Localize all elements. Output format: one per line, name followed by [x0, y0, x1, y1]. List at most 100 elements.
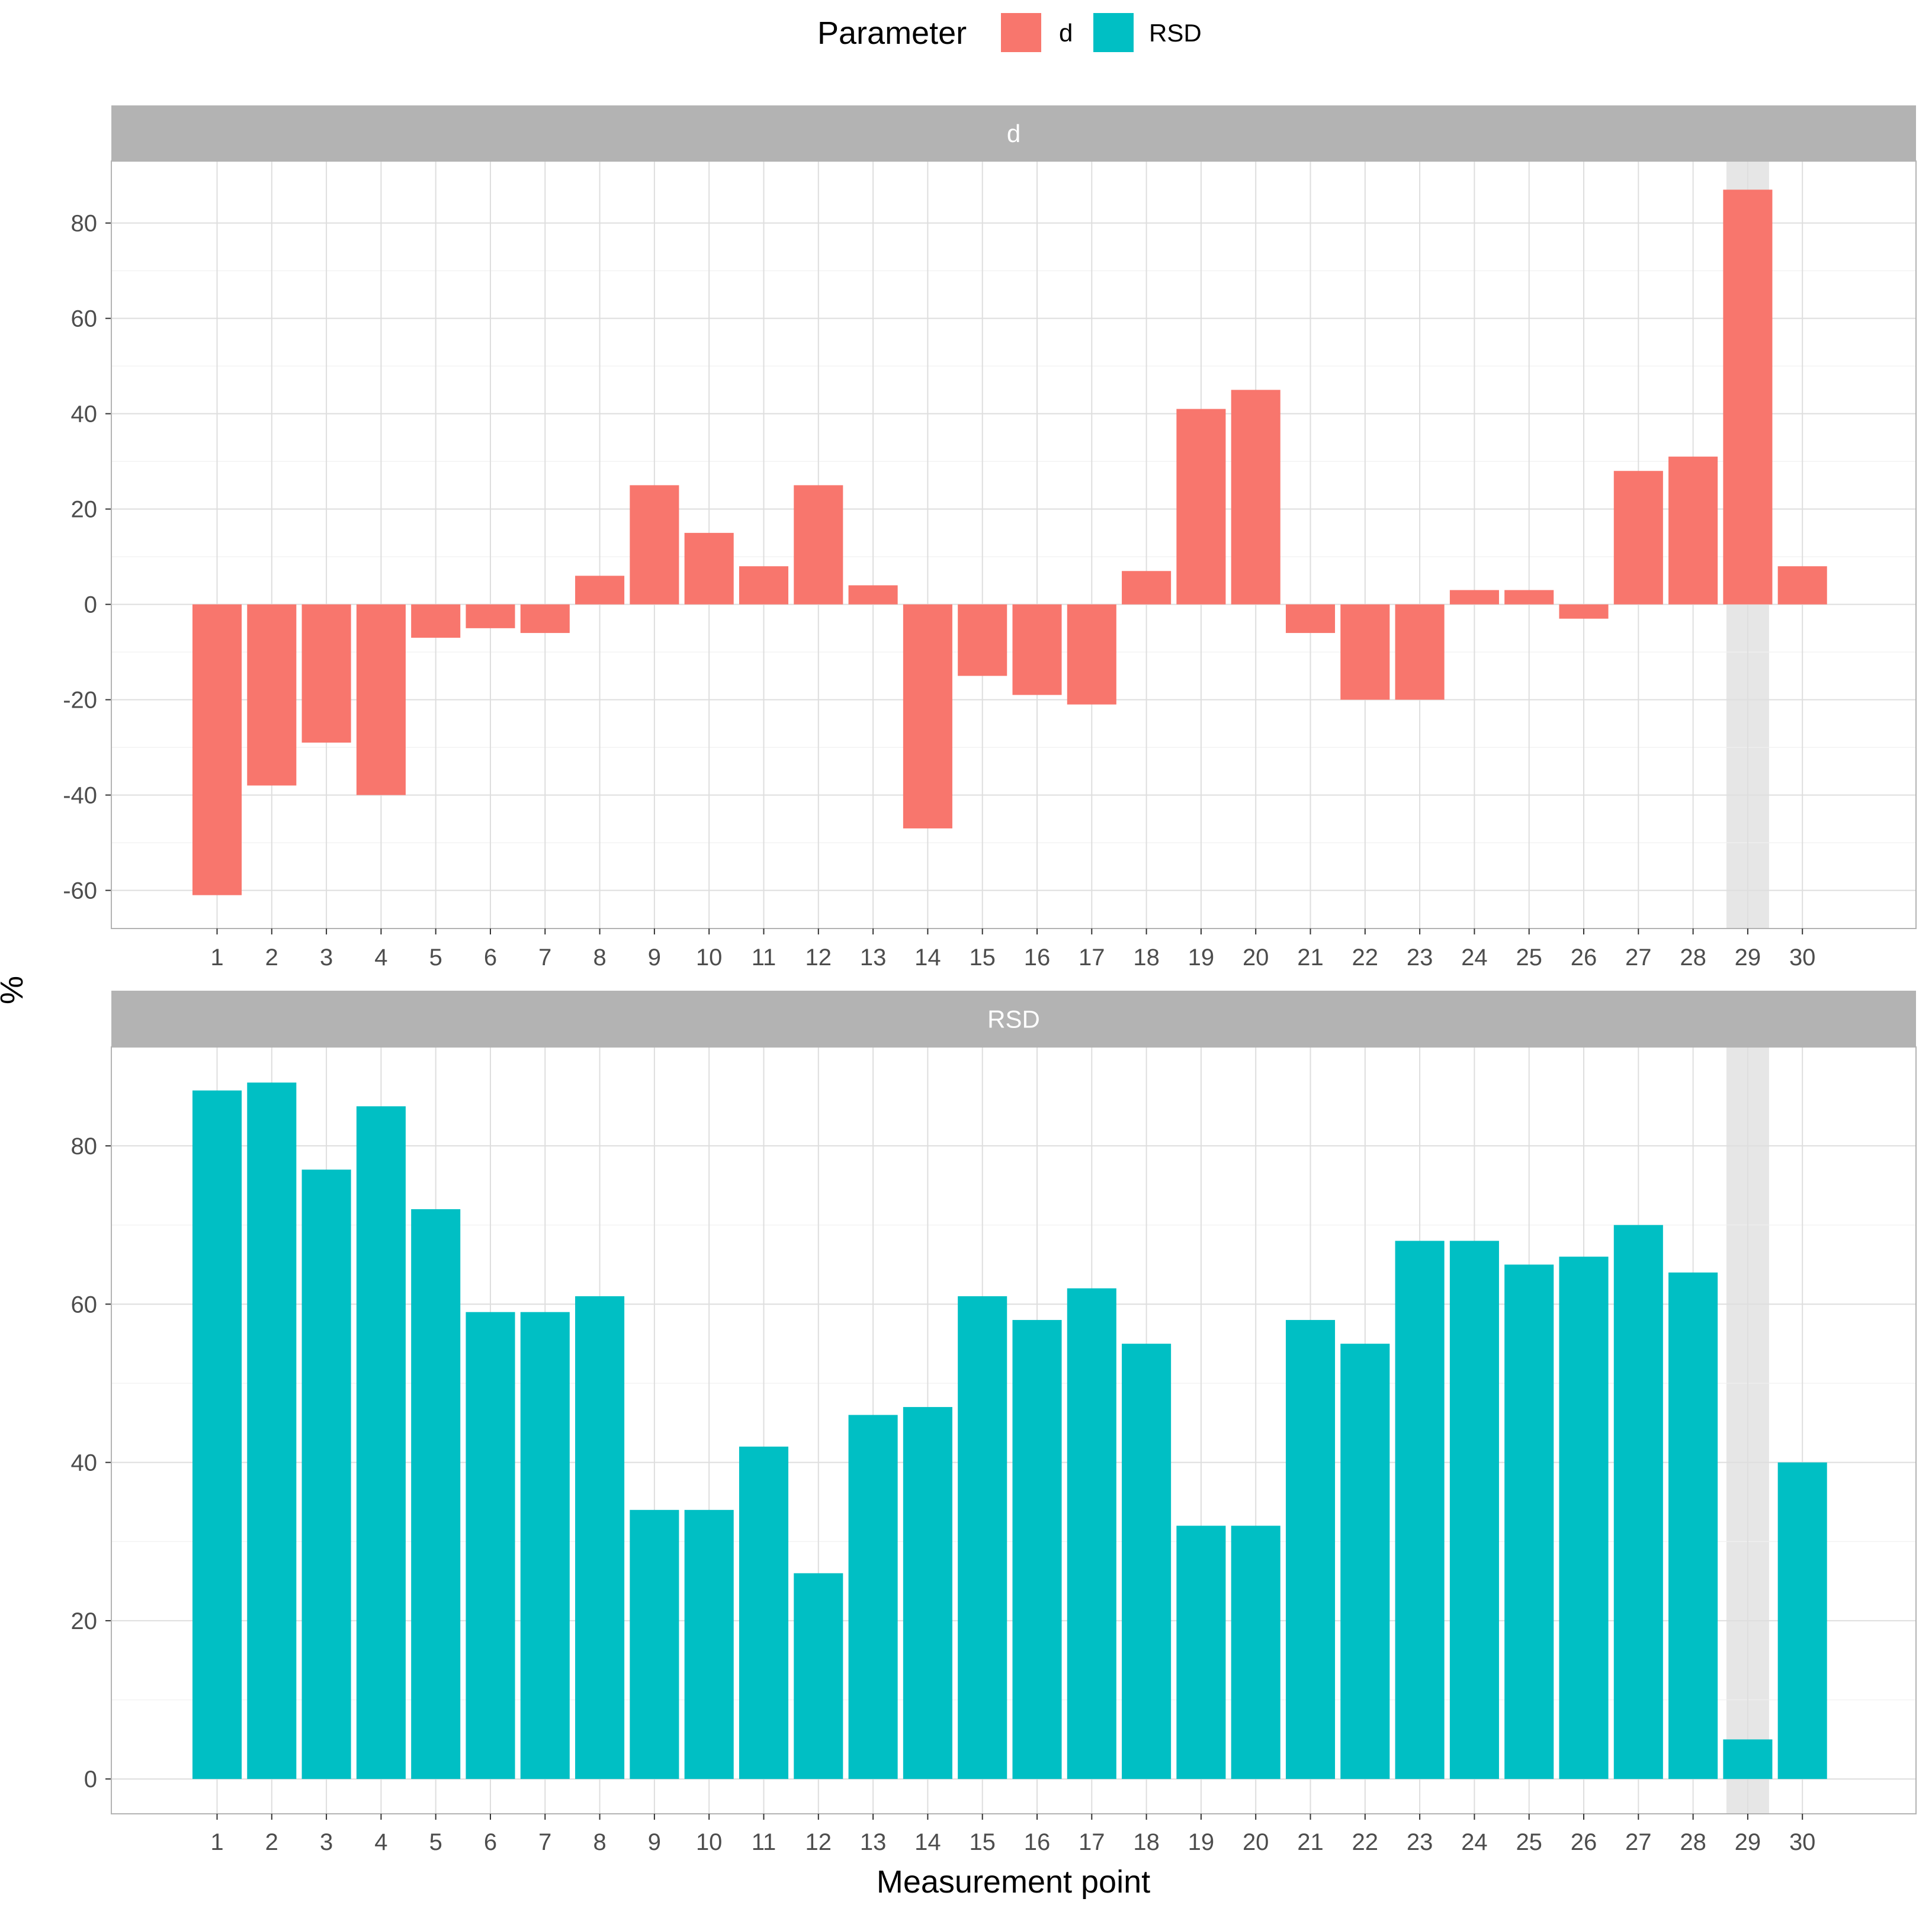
bar-d-21 [1285, 604, 1336, 633]
x-tick-label: 7 [538, 945, 551, 971]
x-tick-label: 24 [1461, 945, 1488, 971]
bar-rsd-25 [1504, 1264, 1554, 1779]
x-tick-label: 30 [1789, 945, 1816, 971]
bar-rsd-24 [1449, 1241, 1499, 1779]
panel-border [111, 1046, 1917, 1814]
x-tick-label: 10 [696, 1829, 723, 1855]
x-tick-label: 25 [1516, 1829, 1542, 1855]
bar-d-16 [1012, 604, 1062, 695]
legend-key-rsd [1093, 13, 1134, 52]
x-tick-label: 9 [648, 1829, 661, 1855]
bar-d-4 [356, 604, 406, 795]
x-tick-label: 2 [265, 1829, 278, 1855]
bar-d-5 [411, 604, 461, 638]
legend-label-rsd: RSD [1149, 19, 1202, 47]
bar-d-10 [684, 532, 734, 605]
y-tick-label: -20 [63, 688, 97, 714]
x-tick-label: 20 [1243, 1829, 1269, 1855]
x-tick-label: 27 [1625, 1829, 1652, 1855]
panel-border [111, 160, 1917, 929]
bar-d-26 [1559, 604, 1609, 619]
bar-d-14 [903, 604, 952, 828]
bar-d-6 [466, 604, 515, 628]
x-tick-label: 28 [1680, 1829, 1706, 1855]
x-tick-label: 13 [860, 1829, 887, 1855]
x-tick-label: 5 [429, 945, 442, 971]
bar-rsd-28 [1668, 1272, 1718, 1779]
x-tick-label: 14 [914, 945, 941, 971]
bar-d-17 [1067, 604, 1116, 705]
bar-d-18 [1122, 571, 1172, 605]
x-tick-label: 1 [210, 945, 223, 971]
bar-rsd-21 [1285, 1320, 1336, 1779]
bar-d-3 [301, 604, 351, 743]
y-tick-label: 80 [71, 211, 98, 237]
x-tick-label: 12 [805, 945, 832, 971]
x-tick-label: 22 [1352, 945, 1379, 971]
x-tick-label: 2 [265, 945, 278, 971]
x-tick-label: 19 [1188, 1829, 1215, 1855]
bar-d-7 [520, 604, 570, 633]
bar-rsd-29 [1723, 1739, 1773, 1779]
x-tick-label: 18 [1133, 1829, 1160, 1855]
x-tick-label: 21 [1297, 945, 1324, 971]
y-tick-label: -60 [63, 878, 97, 904]
bar-d-9 [630, 485, 679, 605]
x-tick-label: 29 [1735, 945, 1761, 971]
x-tick-label: 12 [805, 1829, 832, 1855]
x-tick-label: 6 [484, 1829, 497, 1855]
x-tick-label: 30 [1789, 1829, 1816, 1855]
bar-rsd-4 [356, 1106, 406, 1779]
bar-d-25 [1504, 590, 1554, 605]
x-tick-label: 23 [1407, 945, 1433, 971]
x-tick-label: 4 [374, 945, 387, 971]
x-tick-label: 24 [1461, 1829, 1488, 1855]
bar-d-30 [1777, 566, 1827, 605]
x-tick-label: 16 [1024, 945, 1051, 971]
bar-rsd-10 [684, 1509, 734, 1779]
bar-d-12 [794, 485, 843, 605]
facet-strip [111, 105, 1916, 161]
x-tick-label: 6 [484, 945, 497, 971]
bar-rsd-8 [575, 1296, 625, 1779]
y-tick-label: 20 [71, 1608, 98, 1634]
facet-strip-label: RSD [987, 1005, 1040, 1033]
bar-d-24 [1449, 590, 1499, 605]
bar-rsd-9 [630, 1509, 679, 1779]
y-tick-label: 20 [71, 497, 98, 523]
bar-rsd-5 [411, 1209, 461, 1779]
bar-rsd-11 [739, 1446, 789, 1779]
x-tick-label: 15 [969, 1829, 996, 1855]
x-tick-label: 16 [1024, 1829, 1051, 1855]
bar-rsd-18 [1122, 1344, 1172, 1779]
x-axis-title: Measurement point [877, 1864, 1150, 1900]
x-tick-label: 18 [1133, 945, 1160, 971]
bar-rsd-26 [1559, 1257, 1609, 1779]
bar-rsd-16 [1012, 1320, 1062, 1779]
x-tick-label: 8 [593, 945, 606, 971]
bar-rsd-17 [1067, 1288, 1116, 1779]
x-tick-label: 25 [1516, 945, 1542, 971]
x-tick-label: 5 [429, 1829, 442, 1855]
x-tick-label: 29 [1735, 1829, 1761, 1855]
bar-d-20 [1231, 390, 1280, 605]
bar-rsd-13 [848, 1415, 898, 1779]
legend: Parameter d RSD [817, 13, 1202, 52]
x-tick-label: 15 [969, 945, 996, 971]
x-tick-label: 11 [752, 1829, 776, 1855]
x-tick-label: 3 [320, 945, 333, 971]
x-tick-label: 28 [1680, 945, 1706, 971]
bar-rsd-30 [1777, 1462, 1827, 1779]
x-tick-label: 3 [320, 1829, 333, 1855]
bar-d-29 [1723, 189, 1773, 605]
bar-d-15 [958, 604, 1007, 676]
x-tick-label: 7 [538, 1829, 551, 1855]
bar-rsd-22 [1340, 1344, 1390, 1779]
y-axis-title: % [0, 976, 30, 1004]
bar-d-8 [575, 576, 625, 605]
y-tick-label: -40 [63, 783, 97, 809]
bar-d-1 [192, 604, 242, 895]
y-tick-label: 60 [71, 1292, 98, 1318]
x-tick-label: 1 [210, 1829, 223, 1855]
